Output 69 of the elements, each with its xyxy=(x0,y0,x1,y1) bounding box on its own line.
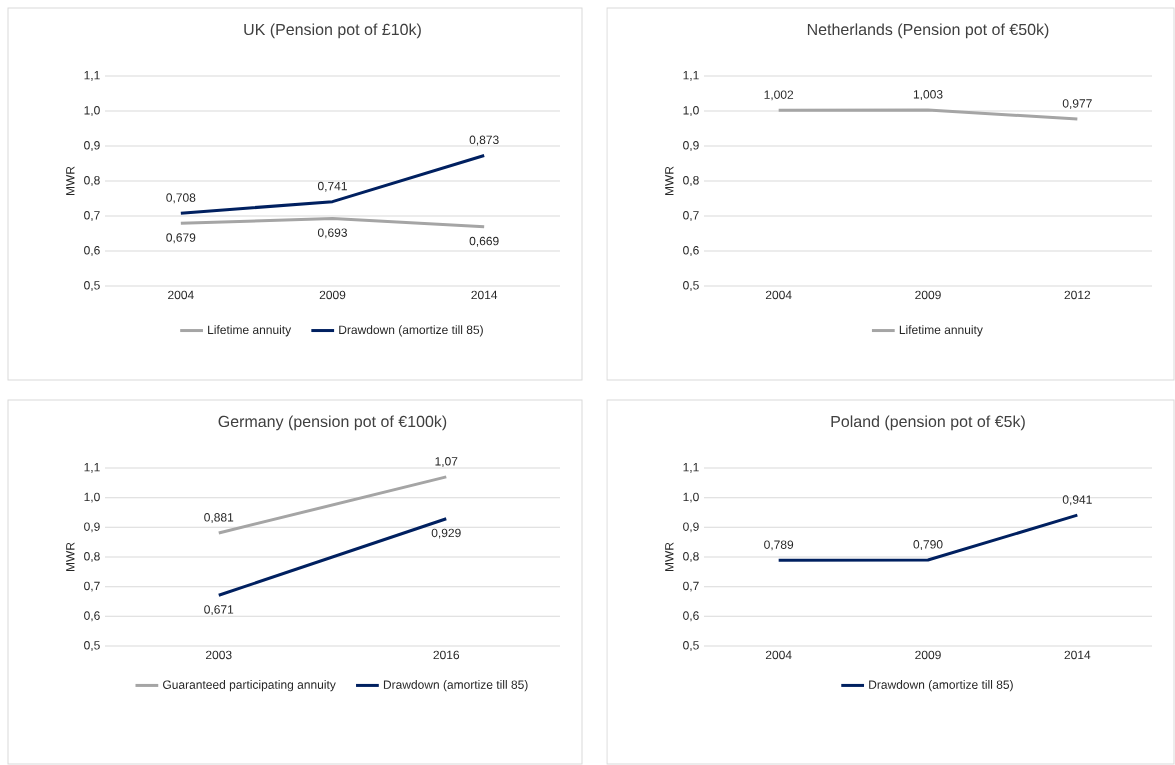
y-tick-label: 0,8 xyxy=(84,552,100,562)
data-label: 0,671 xyxy=(204,605,234,616)
y-axis-title: MWR xyxy=(665,542,674,572)
y-tick-label: 0,5 xyxy=(683,641,699,651)
data-label: 0,977 xyxy=(1062,99,1092,110)
legend-label: Drawdown (amortize till 85) xyxy=(383,680,528,692)
chart-title: Germany (pension pot of €100k) xyxy=(218,415,447,431)
y-tick-label: 1,0 xyxy=(84,492,100,503)
x-tick-label: 2004 xyxy=(765,650,792,660)
y-tick-label: 1,0 xyxy=(683,106,699,116)
y-tick-label: 0,5 xyxy=(84,281,100,291)
legend-label: Guaranteed participating annuity xyxy=(163,680,336,692)
data-label: 1,07 xyxy=(435,457,458,467)
x-tick-label: 2009 xyxy=(319,290,346,300)
y-tick-label: 1,0 xyxy=(683,492,699,503)
data-label: 0,873 xyxy=(469,135,499,146)
y-tick-label: 1,1 xyxy=(683,463,699,473)
y-tick-label: 0,7 xyxy=(84,211,100,221)
data-label: 0,881 xyxy=(204,513,234,524)
y-tick-label: 0,9 xyxy=(84,522,100,533)
y-tick-label: 1,1 xyxy=(84,463,100,473)
x-tick-label: 2014 xyxy=(471,290,498,300)
y-tick-label: 0,7 xyxy=(84,581,100,592)
legend-label: Drawdown (amortize till 85) xyxy=(339,325,483,337)
data-label: 0,679 xyxy=(166,233,196,244)
x-tick-label: 2003 xyxy=(206,650,232,660)
data-label: 0,789 xyxy=(764,540,794,551)
y-tick-label: 0,9 xyxy=(84,141,100,151)
x-tick-label: 2012 xyxy=(1064,290,1091,300)
data-label: 1,003 xyxy=(913,90,943,100)
y-axis-title: MWR xyxy=(665,166,674,196)
chart-title: Poland (pension pot of €5k) xyxy=(831,415,1025,431)
y-tick-label: 0,9 xyxy=(683,141,699,151)
data-label: 1,002 xyxy=(764,90,794,101)
legend-label: Lifetime annuity xyxy=(208,325,292,337)
y-tick-label: 0,8 xyxy=(84,176,100,186)
x-tick-label: 2014 xyxy=(1064,650,1091,660)
y-tick-label: 0,8 xyxy=(683,176,699,186)
y-tick-label: 0,6 xyxy=(84,611,100,622)
x-tick-label: 2009 xyxy=(915,650,941,660)
y-tick-label: 0,7 xyxy=(683,581,699,592)
y-tick-label: 0,7 xyxy=(683,211,699,221)
legend-label: Drawdown (amortize till 85) xyxy=(869,680,1013,692)
chart-title: UK (Pension pot of £10k) xyxy=(244,23,421,39)
chart-title: Netherlands (Pension pot of €50k) xyxy=(807,23,1049,39)
y-tick-label: 0,5 xyxy=(84,641,100,651)
y-tick-label: 0,8 xyxy=(683,552,699,562)
x-tick-label: 2004 xyxy=(765,290,792,300)
y-tick-label: 0,6 xyxy=(683,246,699,256)
data-label: 0,741 xyxy=(317,181,347,192)
data-label: 0,790 xyxy=(913,540,943,551)
y-axis-title: MWR xyxy=(66,166,75,196)
data-label: 0,708 xyxy=(166,193,196,204)
data-label: 0,669 xyxy=(469,236,499,247)
data-label: 0,693 xyxy=(317,228,347,239)
y-tick-label: 1,1 xyxy=(683,71,699,81)
y-tick-label: 0,9 xyxy=(683,522,699,533)
y-axis-title: MWR xyxy=(66,542,75,572)
data-label: 0,941 xyxy=(1062,495,1092,506)
data-label: 0,929 xyxy=(431,528,461,539)
y-tick-label: 0,5 xyxy=(683,281,699,291)
y-tick-label: 1,1 xyxy=(84,71,100,81)
x-tick-label: 2016 xyxy=(433,650,460,660)
x-tick-label: 2004 xyxy=(168,290,194,300)
x-tick-label: 2009 xyxy=(915,290,941,300)
y-tick-label: 0,6 xyxy=(683,611,699,622)
y-tick-label: 1,0 xyxy=(84,106,100,116)
y-tick-label: 0,6 xyxy=(84,246,100,256)
legend-label: Lifetime annuity xyxy=(899,325,983,337)
